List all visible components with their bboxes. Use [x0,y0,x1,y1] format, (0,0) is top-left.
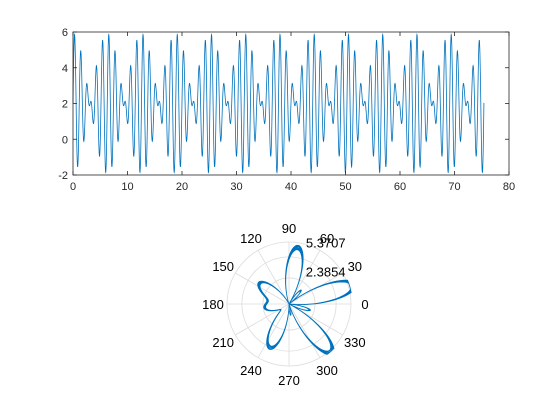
polar-grid-spoke [235,303,290,336]
polar-angle-label: 60 [320,231,334,246]
y-tick-label: 2 [62,99,68,111]
top-series-line [72,32,485,174]
y-tick-label: 4 [62,63,68,75]
polar-grid-spoke [257,250,290,305]
x-tick-label: 40 [285,181,297,193]
polar-angle-label: 150 [212,259,234,274]
x-tick-label: 80 [503,181,515,193]
polar-grid-spoke [235,272,290,305]
polar-angle-label: 240 [240,363,262,378]
polar-angle-label: 90 [282,221,296,236]
polar-radius-label: 2.3854 [306,264,346,279]
y-tick-label: 0 [62,134,68,146]
x-tick-label: 60 [394,181,406,193]
polar-angle-label: 210 [212,335,234,350]
polar-angle-label: 180 [202,297,224,312]
polar-chart: 0 30 60 90 120 150 180 210 240 270 300 330 2.3854 5.3… [202,221,368,388]
polar-radius-label: 5.3707 [306,235,346,250]
x-tick-label: 50 [339,181,351,193]
x-tick-label: 70 [448,181,460,193]
polar-angle-label: 330 [344,335,366,350]
polar-angle-label: 270 [278,373,300,388]
polar-angle-label: 30 [348,259,362,274]
y-tick-label: 6 [62,27,68,39]
polar-angle-label: 120 [240,231,262,246]
polar-grid-spoke [288,303,321,358]
x-tick-label: 20 [176,181,188,193]
y-tick-label: -2 [58,170,68,182]
x-tick-label: 10 [121,181,133,193]
polar-angle-label: 0 [361,297,368,312]
polar-grid-spoke [257,303,290,358]
polar-angle-label: 300 [316,363,338,378]
x-tick-label: 0 [70,181,76,193]
x-tick-label: 30 [230,181,242,193]
polar-series-line [257,244,352,355]
